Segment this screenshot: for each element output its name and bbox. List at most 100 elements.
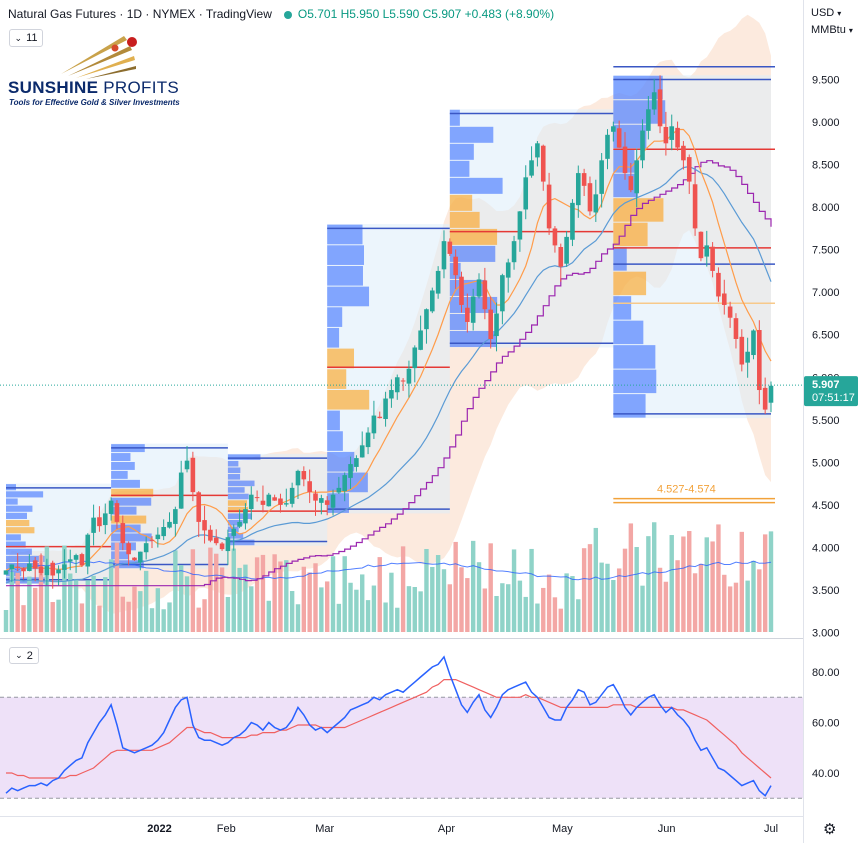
candle-body (56, 569, 61, 574)
candle-body (394, 377, 400, 393)
candle-body (237, 521, 242, 527)
oscillator-toggle[interactable]: ⌄ 2 (9, 647, 39, 664)
unit-label: MMBtu (811, 24, 846, 36)
currency-selector[interactable]: USD ▾ (811, 7, 842, 19)
volume-profile-row (449, 177, 503, 194)
candle-body (324, 500, 330, 505)
settings-gear-icon[interactable]: ⚙ (823, 821, 837, 838)
candle-body (173, 509, 178, 524)
candle-body (494, 313, 499, 337)
candle-body (441, 241, 447, 270)
candle-body (313, 493, 318, 501)
volume-profile-row (111, 506, 137, 515)
candle-body (616, 128, 622, 148)
volume-bar (459, 567, 464, 632)
candle-body (523, 177, 529, 210)
volume-bar (710, 541, 715, 632)
price-axis-tick: 9.000 (812, 117, 840, 129)
volume-profile-row (227, 480, 255, 487)
volume-bar (360, 574, 365, 632)
volume-bar (155, 588, 161, 632)
volume-bar (523, 596, 528, 632)
volume-bar (681, 536, 686, 632)
candle-body (465, 307, 470, 322)
bar-countdown: 07:51:17 (812, 392, 855, 404)
volume-bar (149, 608, 155, 632)
volume-bar (91, 575, 96, 632)
candle-body (330, 494, 336, 508)
volume-bar (272, 554, 277, 632)
volume-average-line (5, 560, 772, 581)
volume-bar (500, 583, 505, 632)
volume-bar (237, 567, 242, 632)
candle-body (79, 554, 85, 566)
candle-body (184, 460, 190, 470)
candle-body (675, 127, 680, 148)
chevron-down-icon: ⌄ (15, 650, 23, 660)
volume-profile-row (613, 198, 664, 222)
volume-bar (313, 563, 318, 632)
candle-body (161, 527, 166, 537)
indicators-count: 11 (26, 32, 38, 44)
candle-body (266, 494, 272, 507)
candle-body (640, 130, 645, 161)
volume-bar (196, 607, 201, 632)
volume-profile-row (6, 548, 32, 555)
candle-body (202, 520, 207, 531)
volume-bar (517, 580, 523, 632)
volume-bar (622, 548, 628, 632)
candle-body (243, 509, 248, 524)
volume-profile-row (613, 345, 656, 369)
volume-bar (564, 573, 569, 632)
candle-body (62, 564, 67, 570)
volume-profile-row (6, 527, 35, 534)
volume-bar (56, 599, 61, 632)
volume-bar (406, 586, 412, 632)
volume-profile-row (449, 126, 494, 143)
volume-profile-row (613, 320, 644, 345)
candle-body (254, 497, 260, 499)
symbol-title: Natural Gas Futures · 1D · NYMEX · Tradi… (8, 7, 272, 21)
candle-body (575, 173, 581, 206)
volume-bar (225, 596, 231, 632)
price-axis-tick: 8.000 (812, 202, 840, 214)
volume-profile-row (449, 228, 498, 245)
volume-bar (424, 548, 429, 632)
volume-profile-row (327, 224, 363, 245)
volume-bar (278, 561, 283, 632)
candle-body (389, 390, 394, 399)
volume-profile-row (327, 265, 363, 286)
indicators-toggle[interactable]: ⌄ 11 (9, 29, 43, 47)
volume-bar (178, 565, 184, 632)
candle-body (319, 498, 324, 503)
chevron-down-icon: ⌄ (14, 32, 23, 43)
volume-bar (44, 546, 50, 632)
volume-profile-row (111, 551, 129, 560)
candle-body (9, 564, 15, 570)
volume-profile-row (111, 453, 131, 461)
candle-body (301, 471, 307, 480)
rsi-line (5, 655, 772, 797)
logo-word-bold: SUNSHINE (8, 78, 99, 97)
candle-body (564, 236, 569, 264)
volume-profile-row (6, 505, 33, 512)
volume-bar (50, 602, 55, 632)
volume-bars (3, 522, 774, 632)
unit-selector[interactable]: MMBtu ▾ (811, 24, 853, 36)
candle-body (126, 543, 131, 555)
time-axis-tick: Mar (315, 823, 334, 835)
volume-bar (570, 576, 575, 632)
volume-profile-row (6, 555, 45, 562)
candle-body (336, 487, 342, 493)
volume-bar (330, 556, 336, 632)
candle-body (482, 280, 488, 310)
candle-body (762, 387, 768, 410)
market-status-icon (283, 10, 292, 19)
price-axis-tick: 4.500 (812, 500, 840, 512)
volume-profile-row (449, 143, 474, 160)
volume-profile-row (613, 296, 632, 320)
volume-bar (38, 555, 44, 632)
candle-body (581, 173, 587, 186)
candle-body (727, 306, 733, 318)
